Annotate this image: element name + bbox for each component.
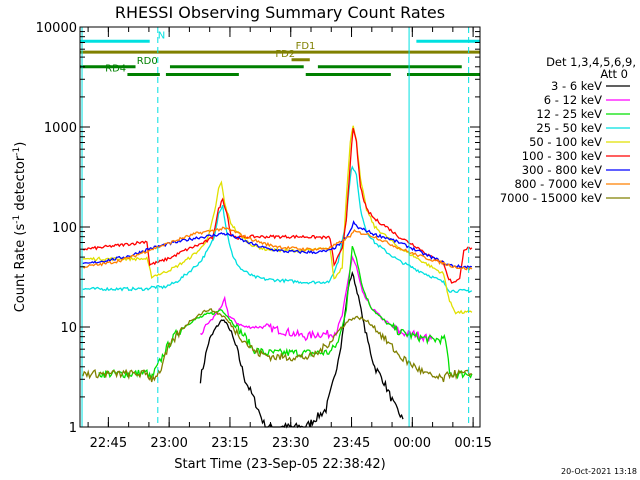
x-tick-label-5: 00:00 (394, 436, 431, 451)
legend-header-line-1: Det 1,3,4,5,6,9, (546, 55, 636, 69)
legend-label-0: 3 - 6 keV (551, 79, 602, 93)
legend-label-2: 12 - 25 keV (536, 107, 602, 121)
x-axis: 22:45 23:00 23:15 23:30 23:45 00:00 00:15 (87, 27, 492, 451)
y-axis-title: Count Rate (s-1 detector-1) (12, 142, 28, 313)
time-markers (81, 27, 470, 427)
series-line-6 (82, 219, 473, 269)
series-line-0 (199, 270, 404, 429)
y-tick-label-2: 100 (52, 221, 77, 236)
plot-frame (79, 26, 481, 428)
series-line-8 (82, 308, 472, 383)
x-axis-title: Start Time (23-Sep-05 22:38:42) (174, 457, 385, 472)
x-tick-label-2: 23:15 (211, 436, 248, 451)
legend-label-7: 800 - 7000 keV (514, 177, 602, 191)
legend-label-5: 100 - 300 keV (522, 149, 602, 163)
y-axis-title-mid: detector (13, 155, 28, 215)
series-line-4 (82, 125, 473, 315)
legend-label-3: 25 - 50 keV (536, 121, 602, 135)
y-tick-label-3: 1000 (44, 121, 77, 136)
y-axis-title-sup2: -1 (12, 147, 22, 156)
series-layer (82, 125, 473, 429)
y-tick-label-4: 10000 (36, 21, 77, 36)
x-tick-label-4: 23:45 (333, 436, 370, 451)
y-axis-title-main: Count Rate (s (13, 224, 28, 313)
x-tick-label-0: 22:45 (90, 436, 127, 451)
bar-label-rd4: RD4 (105, 63, 126, 74)
y-tick-label-0: 1 (69, 421, 77, 436)
y-axis-title-sup1: -1 (12, 215, 22, 224)
bar-label-fd2: FD2 (275, 49, 295, 60)
legend-label-8: 7000 - 15000 keV (500, 191, 602, 205)
bar-label-n: N (158, 30, 165, 41)
chart-title: RHESSI Observing Summary Count Rates (115, 3, 445, 22)
x-tick-label-1: 23:00 (150, 436, 187, 451)
legend-label-4: 50 - 100 keV (529, 135, 602, 149)
legend-header-line-2: Att 0 (600, 67, 628, 81)
bar-label-fd1: FD1 (296, 41, 316, 52)
bar-label-rd0: RD0 (137, 56, 158, 67)
series-line-7 (82, 226, 473, 271)
series-line-3 (82, 165, 473, 293)
y-axis: 1 10 100 1000 10000 (36, 21, 480, 436)
series-line-2 (98, 245, 473, 380)
series-line-5 (82, 128, 473, 284)
legend-label-1: 6 - 12 keV (544, 93, 602, 107)
y-tick-label-1: 10 (60, 321, 77, 336)
legend-label-6: 300 - 800 keV (522, 163, 602, 177)
x-tick-label-6: 00:15 (454, 436, 491, 451)
x-tick-label-3: 23:30 (272, 436, 309, 451)
timestamp: 20-Oct-2021 13:18 (561, 467, 637, 476)
y-axis-title-end: ) (13, 142, 28, 147)
